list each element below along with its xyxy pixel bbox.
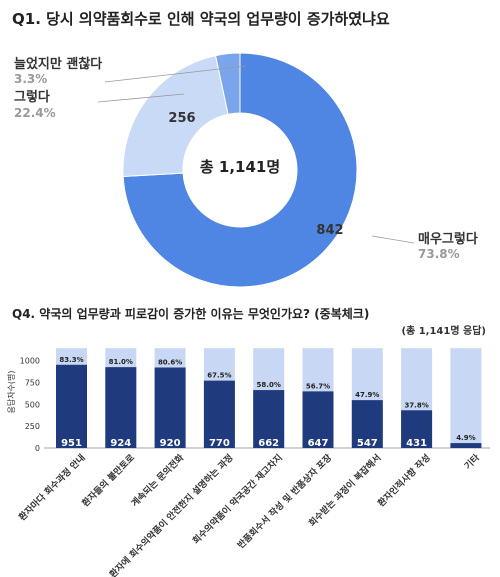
bar-2	[105, 367, 137, 448]
leader-line-slice-3	[104, 65, 247, 83]
pie-label-name-3: 늘었지만 괜찮다	[14, 56, 102, 72]
bar-percent-label-8: 37.8%	[404, 401, 428, 409]
y-axis-label: 응답자수(명)	[6, 370, 16, 413]
bar-5	[253, 390, 285, 448]
pie-chart: 총 1,141명 842 256 늘었지만 괜찮다 3.3% 그렇다 22.4%…	[14, 52, 478, 288]
bar-value-label-3: 920	[160, 438, 181, 449]
bar-value-label-8: 431	[406, 438, 427, 449]
y-tick-label-0: 0	[35, 444, 40, 453]
x-category-label-6: 반품회수서 작성 및 반품상자 포장	[235, 451, 335, 551]
pie-slice-1	[122, 52, 358, 288]
pie-label-name-1: 매우그렇다	[418, 231, 478, 247]
pie-inner-label-256: 256	[168, 111, 195, 126]
leader-line-slice-2	[97, 93, 185, 103]
x-category-label-1: 환자마다 회수과정 안내	[16, 452, 87, 523]
bar-percent-label-7: 47.9%	[355, 391, 379, 399]
pie-center-label: 총 1,141명	[200, 158, 280, 176]
bar-percent-label-6: 56.7%	[306, 382, 330, 390]
bar-7	[351, 400, 383, 448]
x-category-label-8: 환자인적사항 작성	[375, 452, 433, 510]
x-category-label-3: 계속되는 문의전화	[129, 451, 187, 509]
bar-percent-label-4: 67.5%	[207, 372, 231, 380]
bar-1	[56, 364, 87, 448]
bar-8	[401, 410, 433, 448]
bar-9	[450, 443, 482, 448]
bar-percent-label-2: 81.0%	[109, 358, 133, 366]
bar-chart-note: (총 1,141명 응답)	[401, 326, 486, 337]
bar-percent-label-3: 80.6%	[158, 359, 182, 367]
pie-label-name-2: 그렇다	[14, 89, 50, 105]
bar-percent-label-5: 58.0%	[257, 381, 281, 389]
bar-value-label-9: 56	[459, 466, 473, 477]
x-category-label-2: 환자들의 불만토로	[79, 451, 137, 509]
bar-value-label-5: 662	[258, 438, 279, 449]
pie-slice-3	[214, 52, 241, 115]
bar-value-label-6: 647	[308, 438, 329, 449]
pie-label-pct-2: 22.4%	[14, 106, 56, 120]
bar-value-label-7: 547	[357, 438, 378, 449]
pie-label-pct-1: 73.8%	[418, 247, 460, 261]
bar-chart-title: Q4. 약국의 업무량과 피로감이 증가한 이유는 무엇인가요? (중복체크)	[12, 307, 370, 321]
y-tick-label-2: 500	[25, 400, 40, 409]
y-tick-label-3: 750	[25, 378, 40, 387]
leader-line-slice-1	[371, 235, 415, 244]
y-tick-label-4: 1000	[20, 357, 40, 366]
y-tick-label-1: 250	[25, 422, 40, 431]
bar-percent-label-1: 83.3%	[59, 356, 83, 364]
bar-4	[203, 380, 235, 448]
bar-3	[154, 367, 186, 448]
x-category-label-5: 회수의약품이 약국공간 재고차지	[190, 452, 285, 547]
bar-value-label-1: 951	[61, 438, 82, 449]
pie-chart-title: Q1. 당시 의약품회수로 인해 약국의 업무량이 증가하였냐요	[12, 10, 390, 28]
bar-percent-label-9: 4.9%	[456, 434, 475, 442]
pie-inner-label-842: 842	[316, 223, 343, 238]
bar-6	[302, 391, 334, 448]
pie-slice-2	[122, 54, 229, 177]
bar-value-label-4: 770	[209, 438, 230, 449]
bar-background-9	[450, 348, 482, 448]
bar-value-label-2: 924	[110, 438, 131, 449]
pie-label-pct-3: 3.3%	[14, 72, 47, 86]
